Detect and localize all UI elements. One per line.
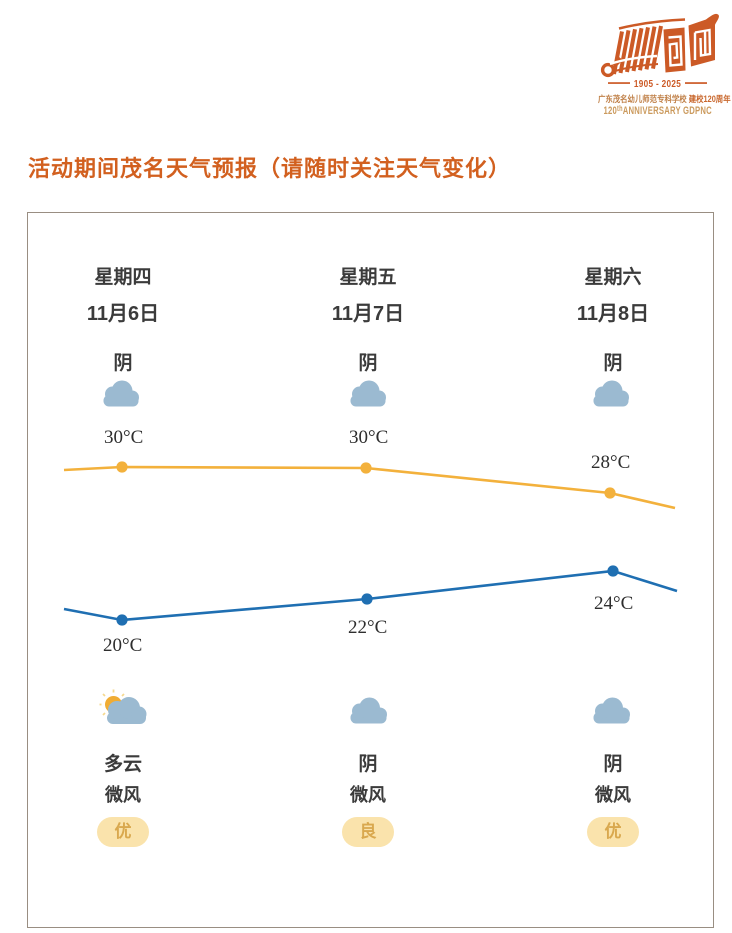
svg-text:1905 - 2025: 1905 - 2025 — [634, 78, 681, 89]
